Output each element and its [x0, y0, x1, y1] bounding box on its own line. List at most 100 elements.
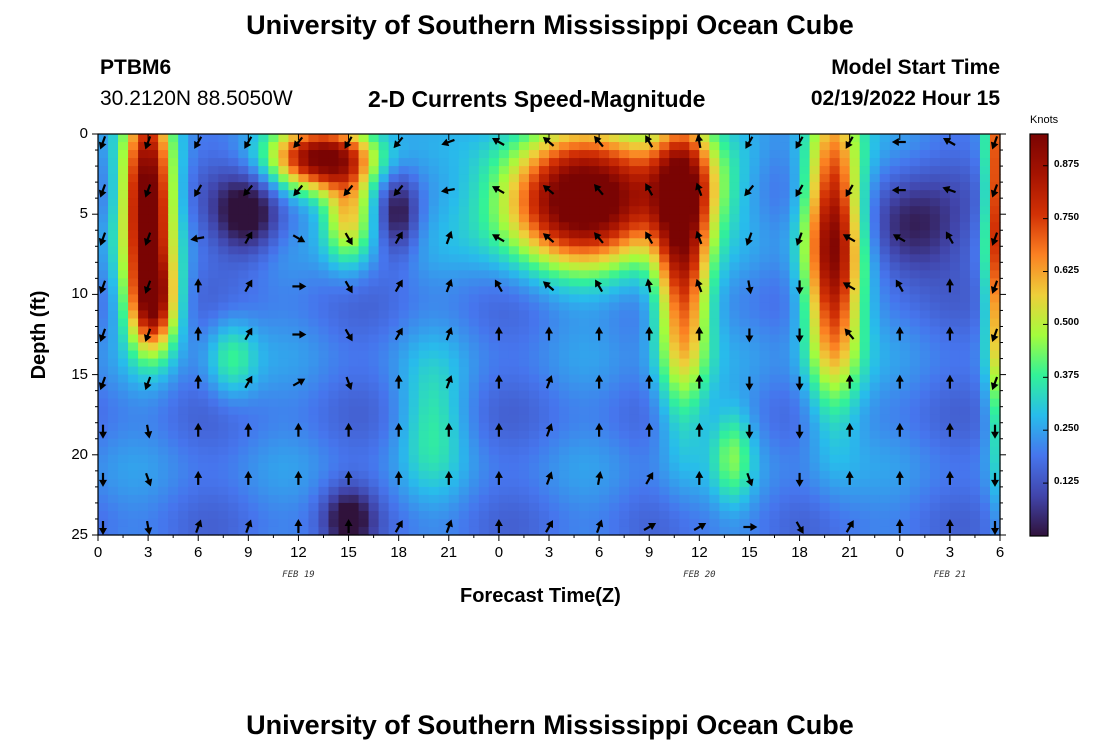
- heatmap-cell: [929, 174, 941, 183]
- heatmap-cell: [569, 310, 580, 320]
- heatmap-cell: [789, 238, 801, 247]
- heatmap-cell: [549, 214, 560, 223]
- heatmap-cell: [228, 374, 239, 384]
- heatmap-cell: [549, 422, 560, 432]
- heatmap-cell: [589, 478, 600, 488]
- heatmap-cell: [418, 526, 430, 536]
- heatmap-cell: [609, 270, 620, 279]
- heatmap-cell: [769, 494, 781, 504]
- heatmap-cell: [498, 142, 510, 151]
- heatmap-cell: [228, 502, 239, 512]
- heatmap-cell: [128, 486, 139, 496]
- heatmap-cell: [528, 230, 540, 239]
- heatmap-cell: [278, 470, 290, 480]
- heatmap-cell: [378, 222, 390, 231]
- heatmap-cell: [659, 454, 670, 464]
- heatmap-cell: [709, 150, 720, 159]
- heatmap-cell: [729, 502, 741, 512]
- heatmap-cell: [689, 518, 700, 528]
- heatmap-cell: [809, 406, 821, 416]
- heatmap-cell: [228, 446, 239, 456]
- heatmap-cell: [118, 334, 129, 344]
- heatmap-cell: [889, 374, 901, 384]
- heatmap-cell: [98, 446, 109, 456]
- heatmap-cell: [819, 454, 831, 464]
- current-arrow: [593, 232, 604, 244]
- heatmap-cell: [849, 222, 861, 231]
- heatmap-cell: [649, 302, 660, 312]
- heatmap-cell: [579, 166, 590, 175]
- heatmap-cell: [839, 510, 851, 520]
- heatmap-cell: [549, 150, 560, 159]
- heatmap-cell: [769, 342, 781, 352]
- heatmap-cell: [869, 414, 881, 424]
- heatmap-cell: [198, 470, 209, 480]
- heatmap-cell: [749, 174, 761, 183]
- heatmap-cell: [498, 278, 510, 287]
- heatmap-cell: [919, 294, 931, 304]
- heatmap-cell: [158, 358, 169, 368]
- heatmap-cell: [859, 446, 871, 456]
- heatmap-cell: [669, 270, 680, 279]
- heatmap-cell: [268, 478, 279, 488]
- heatmap-cell: [839, 454, 851, 464]
- heatmap-cell: [538, 206, 550, 215]
- heatmap-cell: [869, 430, 881, 440]
- heatmap-cell: [268, 430, 279, 440]
- heatmap-cell: [819, 342, 831, 352]
- heatmap-cell: [488, 190, 500, 199]
- heatmap-cell: [669, 134, 680, 143]
- heatmap-cell: [358, 254, 370, 263]
- heatmap-cell: [779, 382, 791, 392]
- heatmap-cell: [639, 286, 650, 295]
- heatmap-cell: [899, 494, 911, 504]
- heatmap-cell: [228, 334, 239, 344]
- heatmap-cell: [909, 214, 921, 223]
- heatmap-cell: [118, 326, 129, 336]
- heatmap-cell: [729, 198, 741, 207]
- current-arrow: [695, 326, 704, 341]
- heatmap-cell: [298, 334, 310, 344]
- heatmap-cell: [158, 222, 169, 231]
- heatmap-cell: [959, 334, 971, 344]
- heatmap-cell: [168, 406, 179, 416]
- heatmap-cell: [478, 406, 490, 416]
- heatmap-cell: [188, 134, 199, 143]
- heatmap-cell: [769, 190, 781, 199]
- heatmap-cell: [408, 254, 420, 263]
- heatmap-cell: [348, 406, 360, 416]
- heatmap-cell: [619, 366, 630, 376]
- heatmap-cell: [779, 486, 791, 496]
- heatmap-cell: [639, 366, 650, 376]
- heatmap-cell: [328, 358, 340, 368]
- heatmap-cell: [338, 462, 350, 472]
- heatmap-cell: [549, 398, 560, 408]
- heatmap-cell: [729, 518, 741, 528]
- current-arrow: [645, 135, 654, 148]
- heatmap-cell: [579, 158, 590, 167]
- heatmap-cell: [789, 374, 801, 384]
- heatmap-cell: [228, 190, 239, 199]
- heatmap-cell: [569, 246, 580, 255]
- heatmap-cell: [208, 414, 219, 424]
- current-arrow: [795, 521, 804, 534]
- heatmap-cell: [779, 262, 791, 271]
- heatmap-cell: [338, 222, 350, 231]
- heatmap-cell: [488, 382, 500, 392]
- heatmap-cell: [528, 374, 540, 384]
- heatmap-cell: [158, 278, 169, 287]
- current-arrow: [695, 278, 703, 293]
- current-arrow: [942, 185, 956, 194]
- heatmap-cell: [428, 366, 440, 376]
- heatmap-cell: [869, 454, 881, 464]
- heatmap-cell: [528, 278, 540, 287]
- heatmap-cell: [969, 142, 981, 151]
- heatmap-cell: [649, 174, 660, 183]
- heatmap-cell: [609, 214, 620, 223]
- heatmap-cell: [408, 190, 420, 199]
- heatmap-cell: [649, 278, 660, 287]
- x-axis-label: Forecast Time(Z): [460, 585, 621, 607]
- heatmap-cell: [609, 398, 620, 408]
- heatmap-cell: [278, 414, 290, 424]
- heatmap-cell: [739, 406, 751, 416]
